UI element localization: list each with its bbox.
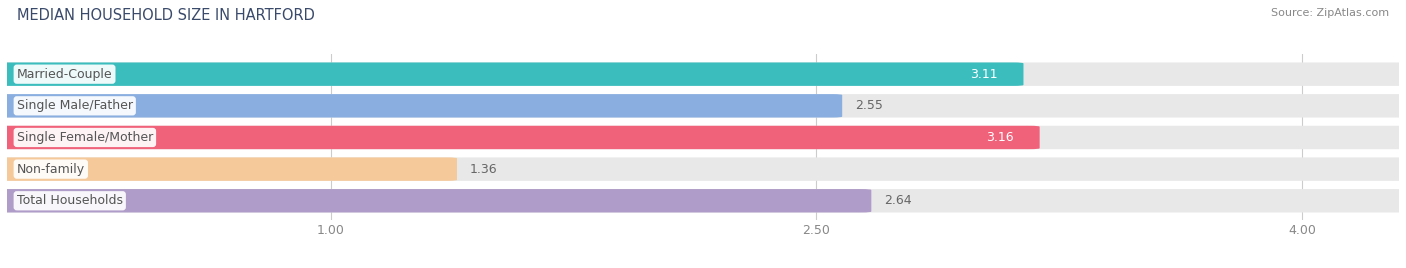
Text: Married-Couple: Married-Couple (17, 68, 112, 81)
FancyBboxPatch shape (0, 94, 842, 118)
Text: 1.36: 1.36 (470, 163, 498, 176)
Text: 3.16: 3.16 (986, 131, 1014, 144)
FancyBboxPatch shape (0, 126, 1406, 149)
FancyBboxPatch shape (0, 157, 1406, 181)
FancyBboxPatch shape (0, 189, 1406, 213)
FancyBboxPatch shape (0, 126, 1039, 149)
FancyBboxPatch shape (0, 157, 457, 181)
Text: 2.55: 2.55 (855, 99, 883, 112)
FancyBboxPatch shape (0, 62, 1024, 86)
Text: Single Male/Father: Single Male/Father (17, 99, 132, 112)
FancyBboxPatch shape (0, 62, 1406, 86)
Text: 3.11: 3.11 (970, 68, 998, 81)
Text: 2.64: 2.64 (884, 194, 912, 207)
Text: Single Female/Mother: Single Female/Mother (17, 131, 153, 144)
Text: MEDIAN HOUSEHOLD SIZE IN HARTFORD: MEDIAN HOUSEHOLD SIZE IN HARTFORD (17, 8, 315, 23)
Text: Total Households: Total Households (17, 194, 122, 207)
Text: Non-family: Non-family (17, 163, 84, 176)
Text: Source: ZipAtlas.com: Source: ZipAtlas.com (1271, 8, 1389, 18)
FancyBboxPatch shape (0, 94, 1406, 118)
FancyBboxPatch shape (0, 189, 872, 213)
